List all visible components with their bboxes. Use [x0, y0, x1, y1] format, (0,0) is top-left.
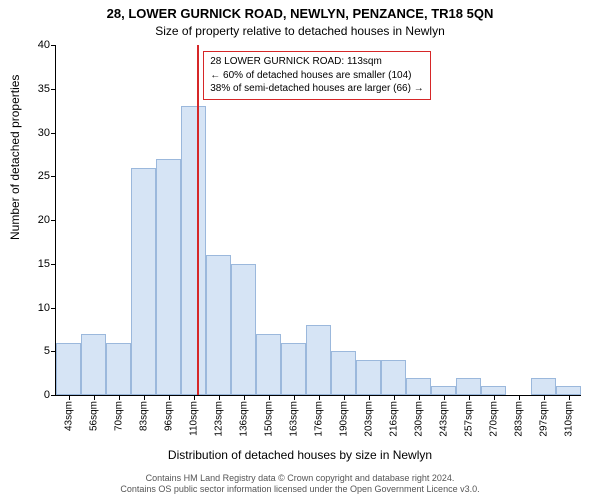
x-tick-mark — [544, 395, 545, 400]
x-axis-label: Distribution of detached houses by size … — [0, 448, 600, 462]
x-tick-mark — [394, 395, 395, 400]
x-tick-label: 150sqm — [263, 401, 274, 437]
histogram-bar — [481, 386, 506, 395]
histogram-bar — [306, 325, 331, 395]
x-tick-label: 176sqm — [313, 401, 324, 437]
x-tick-mark — [319, 395, 320, 400]
y-tick-mark — [51, 308, 56, 309]
x-tick-mark — [169, 395, 170, 400]
x-tick-mark — [519, 395, 520, 400]
x-tick-label: 70sqm — [113, 401, 124, 431]
histogram-bar — [456, 378, 481, 396]
y-tick-mark — [51, 395, 56, 396]
histogram-bar — [331, 351, 356, 395]
x-tick-label: 297sqm — [538, 401, 549, 437]
histogram-bar — [56, 343, 81, 396]
chart-subtitle: Size of property relative to detached ho… — [0, 24, 600, 38]
x-tick-mark — [244, 395, 245, 400]
x-tick-label: 270sqm — [488, 401, 499, 437]
reference-line — [197, 45, 199, 395]
y-tick-mark — [51, 176, 56, 177]
x-tick-mark — [494, 395, 495, 400]
x-tick-mark — [569, 395, 570, 400]
histogram-bar — [156, 159, 181, 395]
x-tick-mark — [269, 395, 270, 400]
x-tick-label: 283sqm — [513, 401, 524, 437]
x-tick-label: 216sqm — [388, 401, 399, 437]
histogram-bar — [431, 386, 456, 395]
histogram-bar — [206, 255, 231, 395]
x-tick-label: 110sqm — [188, 401, 199, 436]
x-tick-mark — [419, 395, 420, 400]
x-tick-mark — [194, 395, 195, 400]
x-tick-label: 83sqm — [138, 401, 149, 431]
chart-title: 28, LOWER GURNICK ROAD, NEWLYN, PENZANCE… — [0, 6, 600, 21]
y-tick-mark — [51, 220, 56, 221]
y-tick-mark — [51, 264, 56, 265]
y-tick-mark — [51, 45, 56, 46]
annotation-line2: ← 60% of detached houses are smaller (10… — [210, 70, 411, 81]
y-tick-mark — [51, 89, 56, 90]
histogram-bar — [106, 343, 131, 396]
attribution-text: Contains HM Land Registry data © Crown c… — [0, 473, 600, 496]
x-tick-mark — [444, 395, 445, 400]
x-tick-label: 43sqm — [63, 401, 74, 431]
histogram-bar — [356, 360, 381, 395]
plot-area: 051015202530354043sqm56sqm70sqm83sqm96sq… — [55, 45, 581, 396]
attribution-line1: Contains HM Land Registry data © Crown c… — [146, 473, 455, 483]
histogram-bar — [556, 386, 581, 395]
x-tick-label: 203sqm — [363, 401, 374, 437]
annotation-box: 28 LOWER GURNICK ROAD: 113sqm ← 60% of de… — [203, 51, 430, 100]
histogram-bar — [406, 378, 431, 396]
x-tick-label: 243sqm — [438, 401, 449, 437]
histogram-bar — [381, 360, 406, 395]
histogram-bar — [131, 168, 156, 396]
annotation-line3: 38% of semi-detached houses are larger (… — [210, 83, 423, 94]
x-tick-mark — [369, 395, 370, 400]
histogram-bar — [81, 334, 106, 395]
x-tick-label: 163sqm — [288, 401, 299, 437]
x-tick-mark — [469, 395, 470, 400]
chart-container: 28, LOWER GURNICK ROAD, NEWLYN, PENZANCE… — [0, 0, 600, 500]
x-tick-label: 230sqm — [413, 401, 424, 437]
x-tick-label: 123sqm — [213, 401, 224, 437]
histogram-bar — [281, 343, 306, 396]
x-tick-mark — [69, 395, 70, 400]
x-tick-label: 310sqm — [563, 401, 574, 437]
x-tick-label: 56sqm — [88, 401, 99, 431]
x-tick-mark — [219, 395, 220, 400]
annotation-line1: 28 LOWER GURNICK ROAD: 113sqm — [210, 56, 382, 67]
histogram-bar — [256, 334, 281, 395]
x-tick-mark — [94, 395, 95, 400]
histogram-bar — [231, 264, 256, 395]
x-tick-mark — [344, 395, 345, 400]
attribution-line2: Contains OS public sector information li… — [120, 484, 479, 494]
histogram-bar — [531, 378, 556, 396]
x-tick-mark — [119, 395, 120, 400]
x-tick-mark — [294, 395, 295, 400]
x-tick-label: 190sqm — [338, 401, 349, 437]
histogram-bar — [181, 106, 206, 395]
x-tick-label: 96sqm — [163, 401, 174, 431]
x-tick-label: 257sqm — [463, 401, 474, 437]
y-tick-mark — [51, 133, 56, 134]
x-tick-label: 136sqm — [238, 401, 249, 437]
x-tick-mark — [144, 395, 145, 400]
